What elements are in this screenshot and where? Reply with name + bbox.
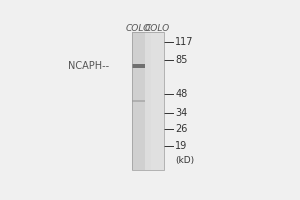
Text: 117: 117 xyxy=(175,37,194,47)
Bar xyxy=(151,32,164,170)
Bar xyxy=(132,32,164,170)
Text: COLO: COLO xyxy=(145,24,170,33)
Bar xyxy=(132,32,145,170)
Text: 34: 34 xyxy=(175,108,188,118)
Bar xyxy=(132,64,145,68)
Text: COLO: COLO xyxy=(126,24,151,33)
Bar xyxy=(132,32,164,170)
Text: (kD): (kD) xyxy=(175,156,194,165)
Text: 26: 26 xyxy=(175,124,188,134)
Text: 19: 19 xyxy=(175,141,188,151)
Text: NCAPH--: NCAPH-- xyxy=(68,61,110,71)
Text: 48: 48 xyxy=(175,89,188,99)
Bar xyxy=(132,100,145,102)
Text: 85: 85 xyxy=(175,55,188,65)
